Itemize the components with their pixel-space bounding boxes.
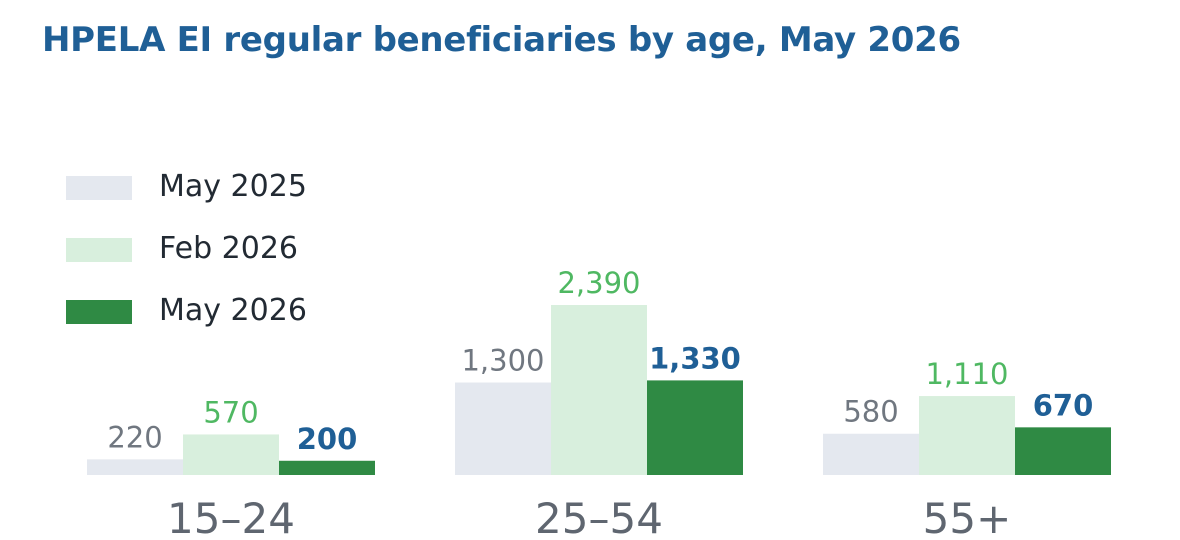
category-label-55-: 55+	[923, 494, 1012, 540]
bar-may-2026-25-54	[647, 380, 743, 475]
data-label-feb-2026-55-: 1,110	[925, 357, 1008, 391]
bar-may-2026-15-24	[279, 460, 375, 475]
legend-swatch-may-2026	[66, 300, 132, 324]
chart-title: HPELA EI regular beneficiaries by age, M…	[42, 20, 961, 60]
data-label-feb-2026-15-24: 570	[203, 395, 258, 429]
bar-feb-2026-55-	[919, 396, 1015, 475]
data-label-feb-2026-25-54: 2,390	[557, 266, 640, 300]
legend-label-feb-2026: Feb 2026	[159, 231, 298, 266]
legend-swatch-may-2025	[66, 176, 132, 200]
data-label-may-2025-25-54: 1,300	[461, 344, 544, 378]
bar-may-2025-25-54	[455, 382, 551, 475]
bar-may-2026-55-	[1015, 427, 1111, 475]
category-label-25-54: 25–54	[535, 494, 663, 540]
data-label-may-2026-55-: 670	[1033, 388, 1094, 422]
legend-swatch-feb-2026	[66, 238, 132, 262]
data-label-may-2026-25-54: 1,330	[649, 341, 741, 375]
bar-feb-2026-25-54	[551, 305, 647, 475]
bar-may-2025-15-24	[87, 459, 183, 475]
data-label-may-2025-55-: 580	[843, 395, 898, 429]
legend-label-may-2025: May 2025	[159, 169, 307, 204]
bar-may-2025-55-	[823, 433, 919, 475]
category-label-15-24: 15–24	[167, 494, 295, 540]
data-label-may-2025-15-24: 220	[107, 420, 162, 454]
data-label-may-2026-15-24: 200	[297, 422, 358, 456]
legend-label-may-2026: May 2026	[159, 293, 307, 328]
bar-feb-2026-15-24	[183, 434, 279, 475]
